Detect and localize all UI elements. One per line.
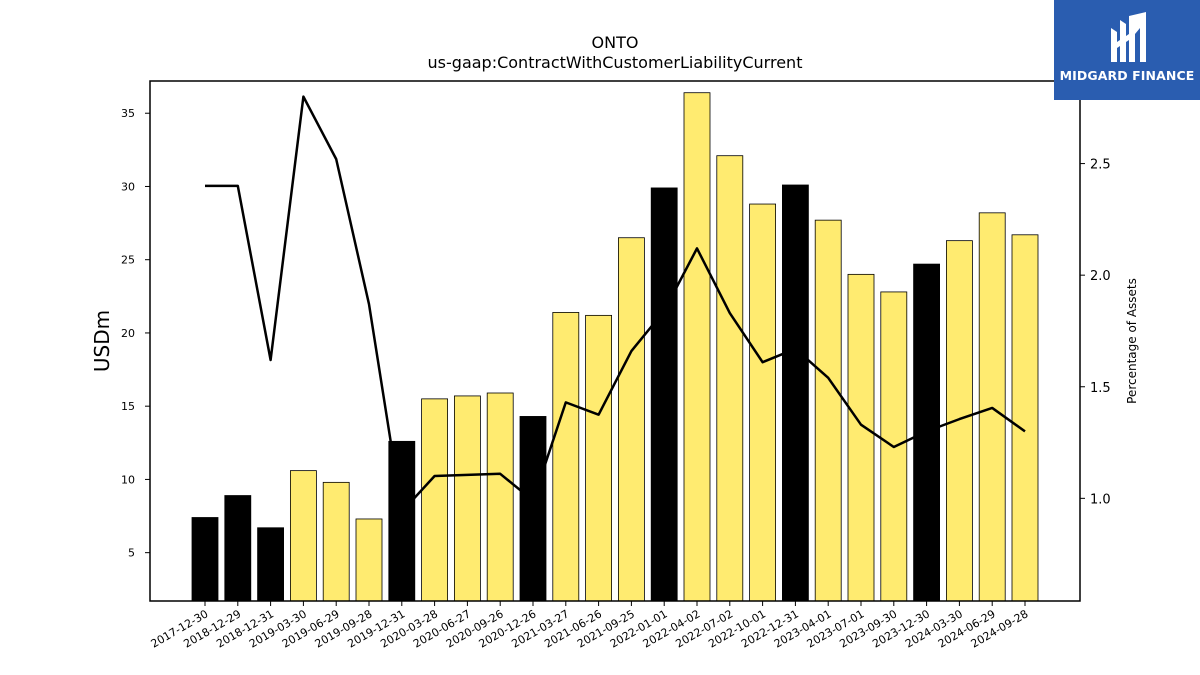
bar [224,495,252,602]
y2-axis-label: Percentage of Assets [1125,278,1139,404]
y2-tick-label: 2.0 [1090,269,1111,284]
bar [322,481,350,602]
bar [716,155,744,602]
logo: MIDGARD FINANCE [1054,0,1200,100]
y-tick-label: 5 [128,547,135,560]
bar [421,398,449,602]
bar [749,203,776,602]
y2-tick-label: 1.0 [1090,492,1111,507]
y-tick-label: 15 [121,400,135,413]
y2-tick-label: 1.5 [1090,381,1111,396]
bar [552,312,580,602]
bar [486,392,514,602]
bar [847,273,875,602]
bar [814,219,842,602]
y-axis-label: USDm [90,310,114,372]
y2-tick-label: 2.5 [1090,158,1111,173]
chart-subtitle: us-gaap:ContractWithCustomerLiabilityCur… [427,53,803,72]
bar [1011,234,1039,602]
bar [618,237,645,602]
logo-mark-icon [1111,12,1146,62]
bar [585,314,612,602]
y-tick-label: 10 [121,473,135,486]
plot-frame [149,80,1081,602]
bar [683,92,711,602]
bar [355,518,383,602]
bar [289,470,317,602]
y-tick-label: 30 [121,180,135,193]
bar [388,440,416,602]
bar [946,240,973,602]
bar [453,395,481,602]
logo-text: MIDGARD FINANCE [1059,68,1195,83]
bar [191,517,219,602]
bar [650,187,678,602]
series-line [205,95,1026,513]
y-tick-label: 20 [121,327,135,340]
y-tick-label: 25 [121,254,135,267]
bar [782,184,809,602]
bar [519,416,547,602]
chart-title: ONTO [591,33,639,52]
y-tick-label: 35 [121,107,135,120]
bar [257,527,285,602]
